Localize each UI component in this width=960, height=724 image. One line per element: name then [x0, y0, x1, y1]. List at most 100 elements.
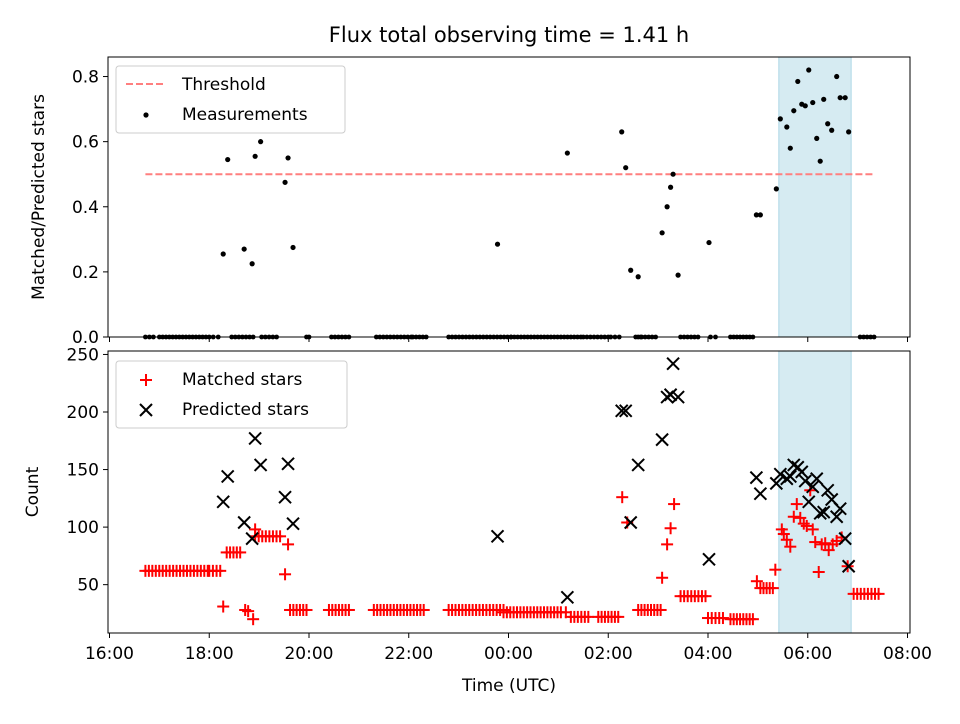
bottom-xlabel: Time (UTC)	[461, 676, 556, 696]
predicted-legend-swatch	[139, 403, 153, 417]
measurement-point	[664, 204, 670, 210]
top-ytick-label: 0.4	[72, 198, 99, 218]
matched-star-point	[242, 605, 255, 618]
top-ylabel: Matched/Predicted stars	[29, 94, 49, 300]
measurement-point	[802, 103, 808, 109]
measurement-point	[825, 121, 831, 127]
predicted-star-point	[802, 495, 816, 509]
predicted-star-point	[666, 356, 680, 371]
measurement-point	[667, 184, 674, 190]
bottom-xtick-label: 00:00	[484, 644, 533, 664]
matched-star-point	[784, 540, 797, 553]
matched-star-point	[239, 603, 252, 616]
matched-star-point	[769, 563, 782, 576]
matched-star-point	[777, 528, 790, 541]
bottom-xtick-label: 02:00	[584, 644, 633, 664]
bottom-ytick-label: 200	[67, 403, 99, 423]
measurement-point	[795, 78, 801, 85]
predicted-star-point	[753, 487, 768, 501]
measurement-point	[220, 251, 226, 257]
matched-legend-label: Matched stars	[182, 370, 302, 390]
predicted-star-point	[795, 465, 809, 479]
predicted-star-point	[833, 501, 847, 516]
matched-star-point	[790, 498, 803, 511]
matched-star-point	[750, 575, 763, 588]
bottom-xtick-label: 18:00	[185, 644, 234, 664]
matched-star-point	[809, 536, 822, 549]
matched-star-point	[787, 510, 800, 523]
predicted-star-point	[820, 483, 835, 497]
measurement-point	[784, 124, 790, 130]
predicted-star-point	[286, 516, 300, 531]
measurement-point	[821, 96, 827, 102]
measurement-point	[249, 261, 255, 267]
predicted-star-point	[655, 432, 669, 447]
predicted-star-point	[615, 404, 629, 418]
predicted-star-point	[810, 472, 824, 486]
measurement-point	[623, 165, 629, 171]
predicted-star-point	[749, 470, 764, 485]
matched-star-point	[612, 610, 625, 623]
measurement-point	[282, 179, 288, 185]
observing-window-highlight	[778, 350, 852, 634]
bottom-xtick-label: 20:00	[284, 644, 333, 664]
matched-star-point	[819, 537, 832, 550]
matched-star-point	[661, 538, 674, 551]
predicted-star-point	[806, 480, 820, 494]
measurement-point	[814, 135, 820, 141]
bottom-xtick-label: 08:00	[883, 644, 932, 664]
predicted-legend-label: Predicted stars	[182, 400, 309, 420]
matched-star-point	[274, 530, 287, 543]
predicted-star-point	[841, 559, 856, 573]
threshold-legend-label: Threshold	[181, 75, 266, 95]
measurement-point	[285, 155, 291, 161]
predicted-star-point	[798, 474, 812, 488]
top-legend-box	[115, 65, 346, 134]
top-ytick-label: 0.2	[72, 263, 99, 283]
predicted-star-point	[813, 506, 827, 521]
measurement-point	[258, 139, 264, 145]
measurement-point	[834, 73, 840, 80]
matched-star-point	[766, 582, 779, 595]
predicted-star-point	[253, 458, 268, 472]
predicted-star-point	[237, 515, 251, 530]
matched-star-point	[282, 538, 295, 551]
matched-star-point	[746, 613, 759, 626]
measurement-point	[757, 212, 763, 218]
predicted-star-point	[769, 476, 784, 491]
measurement-point	[773, 186, 779, 192]
predicted-star-point	[490, 529, 505, 544]
bottom-ytick-label: 150	[67, 461, 99, 481]
measurement-point	[290, 244, 296, 251]
measurement-point	[829, 127, 835, 133]
predicted-star-point	[560, 590, 575, 605]
measurement-point	[675, 272, 681, 278]
measurement-point	[670, 171, 676, 177]
measurement-point	[241, 246, 247, 252]
measurement-point	[628, 267, 634, 273]
matched-star-point	[656, 571, 669, 584]
measurement-point	[810, 99, 816, 106]
top-legend: Threshold Measurements	[115, 65, 346, 134]
top-ytick-label: 0.0	[72, 328, 99, 348]
predicted-star-point	[281, 457, 295, 471]
measurement-point	[837, 95, 843, 101]
predicted-star-point	[248, 431, 262, 446]
bottom-legend: Matched stars Predicted stars	[115, 360, 348, 429]
predicted-star-point	[619, 404, 633, 418]
measurement-point	[842, 95, 848, 101]
bottom-xtick-label: 06:00	[783, 644, 832, 664]
bottom-ytick-label: 100	[67, 518, 99, 538]
top-ytick-label: 0.6	[72, 133, 99, 153]
matched-star-point	[664, 522, 677, 535]
measurement-point	[706, 239, 712, 246]
matched-star-point	[872, 587, 885, 600]
chart-title: Flux total observing time = 1.41 h	[329, 23, 689, 47]
measurement-point	[806, 67, 812, 73]
measurement-point	[777, 116, 783, 122]
bottom-ytick-label: 250	[67, 345, 99, 365]
measurement-point	[753, 212, 759, 218]
matched-legend-swatch	[140, 374, 152, 386]
bottom-panel: 50 100 150 200 250 16:00 18:00 20:00 22:00 00:00 0…	[23, 345, 932, 696]
